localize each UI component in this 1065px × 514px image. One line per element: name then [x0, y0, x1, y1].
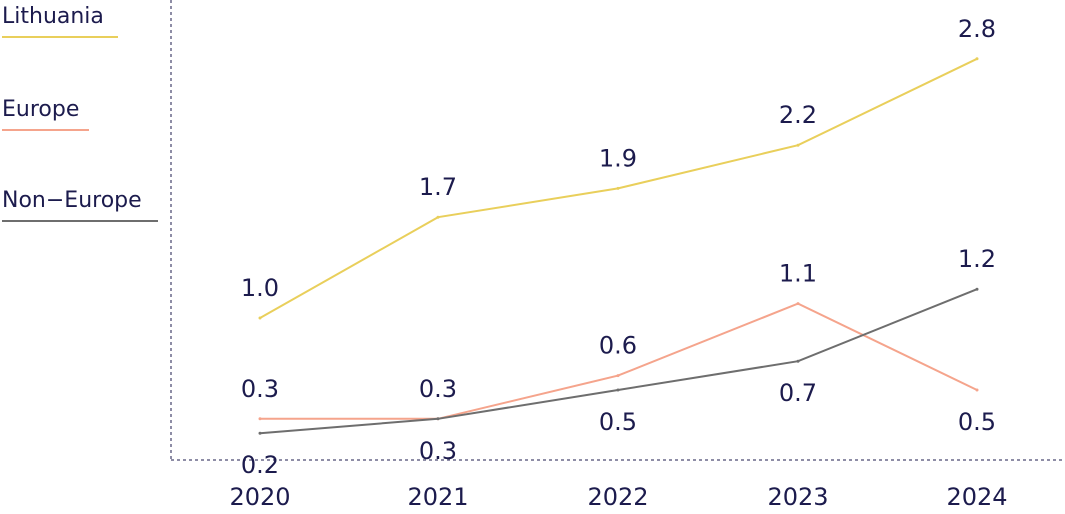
x-tick-label: 2020: [229, 483, 290, 511]
data-point-europe: [616, 374, 620, 378]
data-label-europe: 0.5: [958, 408, 996, 436]
data-point-non-europe: [436, 417, 440, 421]
data-label-non-europe: 0.2: [241, 451, 279, 479]
data-label-lithuania: 1.9: [599, 144, 637, 172]
data-point-non-europe: [796, 359, 800, 363]
data-point-lithuania: [436, 215, 440, 219]
legend-swatch-non-europe: [2, 220, 158, 222]
data-point-lithuania: [796, 143, 800, 147]
data-point-lithuania: [975, 57, 979, 61]
legend-item-europe: Europe: [2, 97, 89, 131]
x-tick-label: 2023: [767, 483, 828, 511]
data-label-non-europe: 0.7: [779, 379, 817, 407]
data-label-europe: 0.6: [599, 332, 637, 360]
legend-label: Europe: [2, 97, 80, 122]
legend-swatch-europe: [2, 129, 89, 131]
data-label-europe: 0.3: [419, 375, 457, 403]
x-tick-label: 2021: [407, 483, 468, 511]
series-line-europe: [260, 302, 978, 420]
x-tick-label: 2022: [587, 483, 648, 511]
data-label-non-europe: 0.5: [599, 408, 637, 436]
data-label-europe: 1.1: [779, 260, 817, 288]
legend-label: Lithuania: [2, 4, 104, 29]
data-label-europe: 0.3: [241, 375, 279, 403]
data-point-europe: [258, 417, 262, 421]
data-point-lithuania: [258, 316, 262, 320]
data-point-non-europe: [616, 388, 620, 392]
data-label-lithuania: 2.2: [779, 101, 817, 129]
data-label-lithuania: 1.0: [241, 274, 279, 302]
data-label-non-europe: 1.2: [958, 245, 996, 273]
data-point-non-europe: [975, 287, 979, 291]
legend-label: Non−Europe: [2, 188, 142, 213]
data-point-europe: [975, 388, 979, 392]
legend-item-non-europe: Non−Europe: [2, 188, 158, 222]
legend-swatch-lithuania: [2, 36, 118, 38]
data-point-lithuania: [616, 186, 620, 190]
data-label-lithuania: 1.7: [419, 173, 457, 201]
x-tick-label: 2024: [946, 483, 1007, 511]
legend-item-lithuania: Lithuania: [2, 4, 118, 38]
data-point-europe: [796, 302, 800, 306]
data-label-lithuania: 2.8: [958, 15, 996, 43]
data-label-non-europe: 0.3: [419, 437, 457, 465]
data-point-non-europe: [258, 431, 262, 435]
